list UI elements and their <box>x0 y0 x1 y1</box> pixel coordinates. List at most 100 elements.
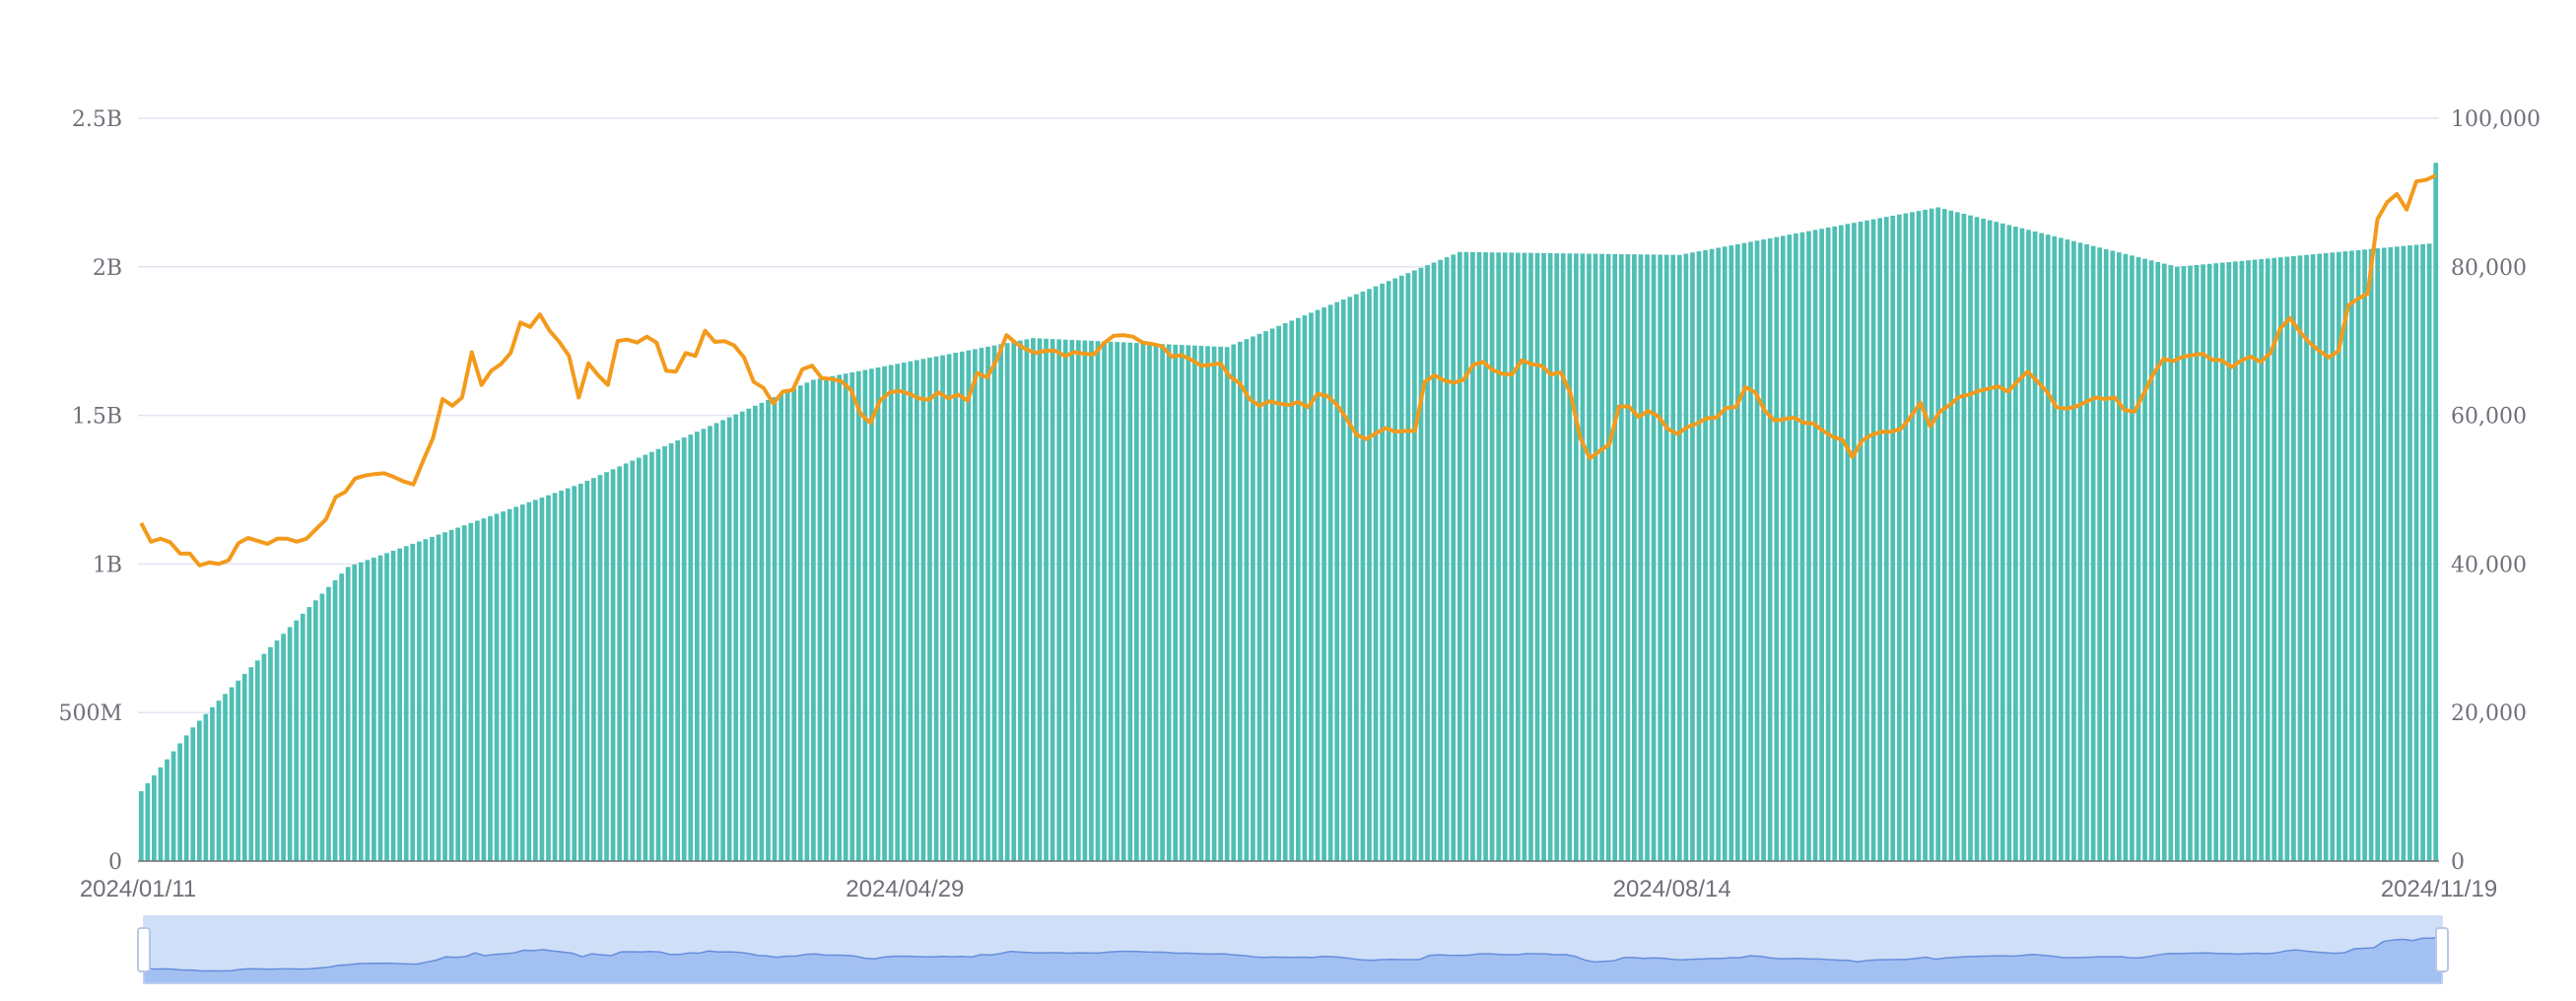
bar <box>455 527 461 861</box>
bar <box>1935 207 1941 862</box>
bar <box>1024 339 1030 861</box>
bar <box>713 423 719 861</box>
bar <box>2317 253 2323 861</box>
bar <box>597 475 603 861</box>
zoom-handle-left[interactable] <box>137 927 151 972</box>
bar <box>843 373 848 861</box>
bar <box>1948 210 1954 862</box>
y-left-tick-label: 1B <box>93 553 122 577</box>
bar <box>1515 252 1521 861</box>
bar <box>2342 251 2348 861</box>
x-tick-label: 2024/11/19 <box>2381 876 2497 902</box>
bar <box>617 466 622 861</box>
bar <box>352 565 358 861</box>
bar <box>216 701 222 861</box>
bar <box>1282 323 1288 862</box>
bar <box>1211 346 1217 861</box>
bar <box>474 520 480 861</box>
bar <box>1037 338 1043 861</box>
bar <box>377 555 383 861</box>
bar <box>488 515 493 861</box>
bar <box>953 353 959 862</box>
bar <box>1767 237 1773 862</box>
bar <box>1444 257 1450 862</box>
bar <box>2304 254 2309 861</box>
bar <box>2323 252 2329 861</box>
zoom-selection-window[interactable] <box>143 915 2443 984</box>
bar <box>577 483 583 861</box>
bar <box>1528 252 1533 861</box>
bar <box>372 558 376 861</box>
bar <box>1806 231 1811 862</box>
x-tick-label: 2024/08/14 <box>1613 876 1731 902</box>
bar <box>1463 251 1469 861</box>
bar <box>2142 258 2147 861</box>
line-series <box>139 173 2437 567</box>
bar <box>565 488 571 861</box>
bar <box>1082 340 1088 862</box>
bar <box>2297 255 2303 862</box>
bar <box>1392 278 1398 861</box>
bar <box>1115 342 1120 862</box>
bar <box>300 613 305 861</box>
bar <box>1941 209 1947 862</box>
bar <box>1289 320 1295 861</box>
bar <box>649 451 654 861</box>
bar <box>811 379 816 861</box>
bar <box>2135 257 2141 861</box>
bar <box>1322 307 1326 861</box>
data-zoom-slider[interactable] <box>137 915 2449 984</box>
bar <box>1398 275 1404 862</box>
bar <box>1987 220 1993 861</box>
bar <box>1367 289 1372 861</box>
bar <box>643 454 648 861</box>
bar <box>2065 239 2070 862</box>
bar <box>1302 315 1308 861</box>
bar <box>559 491 564 861</box>
bar <box>2381 247 2387 861</box>
bar <box>1179 345 1185 861</box>
y-right-tick-label: 20,000 <box>2451 701 2527 726</box>
bar <box>1994 222 2000 861</box>
bar <box>875 367 881 861</box>
bar <box>920 359 926 861</box>
bar <box>1605 253 1611 861</box>
bar <box>1554 253 1560 861</box>
bar <box>1509 252 1515 861</box>
bar <box>701 429 707 861</box>
bar <box>1192 345 1197 862</box>
bar <box>1954 212 1960 861</box>
bar <box>2168 265 2174 861</box>
bar <box>837 374 843 861</box>
bar <box>2206 263 2212 861</box>
bar <box>1354 294 1359 861</box>
bar <box>1612 253 1618 862</box>
bar <box>2032 231 2038 861</box>
bar <box>1560 253 1566 861</box>
bar <box>720 420 725 861</box>
bar <box>2155 261 2161 861</box>
bar <box>1360 291 1366 861</box>
bar <box>183 735 189 861</box>
zoom-handle-right[interactable] <box>2435 927 2449 972</box>
bar <box>1916 211 1922 862</box>
bar <box>552 493 558 861</box>
bar <box>2071 240 2076 862</box>
bar <box>817 378 823 861</box>
bar <box>1237 341 1243 861</box>
bar <box>158 767 164 861</box>
bar <box>1050 339 1055 862</box>
bar <box>1716 247 1722 861</box>
bar <box>610 469 616 861</box>
bar <box>1412 270 1417 861</box>
bar <box>1011 341 1017 861</box>
bar <box>1858 221 1864 861</box>
bar <box>2252 259 2258 861</box>
bar <box>739 411 745 861</box>
bar <box>2116 252 2122 861</box>
bar <box>1263 331 1268 861</box>
bar <box>1541 252 1546 861</box>
y-left-tick-label: 2.5B <box>72 107 122 132</box>
bar <box>2291 255 2296 861</box>
bar <box>2110 250 2116 861</box>
